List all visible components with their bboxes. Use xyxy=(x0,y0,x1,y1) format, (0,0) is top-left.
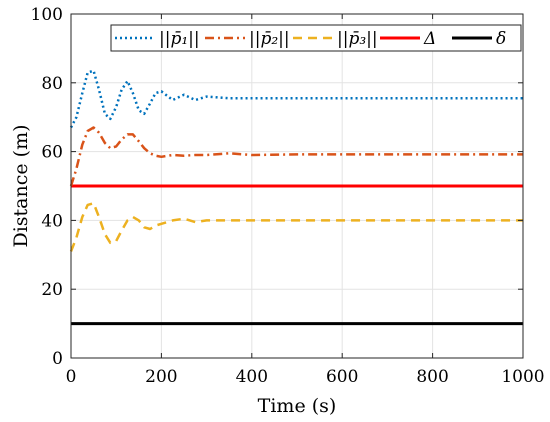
series-line-2 xyxy=(69,126,523,187)
legend-label: ||p̄₃|| xyxy=(337,29,378,49)
x-axis-label: Time (s) xyxy=(258,395,337,417)
series-line-1 xyxy=(69,69,523,129)
plot-frame xyxy=(70,13,524,359)
x-tick-label: 600 xyxy=(326,367,358,387)
y-tick-label: 0 xyxy=(52,349,63,369)
series-line-3 xyxy=(69,201,523,252)
x-tick-label: 400 xyxy=(236,367,268,387)
series-group xyxy=(69,69,523,326)
legend-label: ||p̄₂|| xyxy=(249,29,290,49)
x-tick-label: 0 xyxy=(66,367,77,387)
y-tick-label: 20 xyxy=(41,280,63,300)
x-tick-label: 800 xyxy=(416,367,448,387)
ticks: 0 200 400 600 800 1000 0 20 40 60 80 100 xyxy=(31,5,545,387)
x-tick-label: 200 xyxy=(145,367,177,387)
legend-label: ||p̄₁|| xyxy=(159,29,200,49)
y-tick-label: 60 xyxy=(41,143,63,163)
y-tick-label: 40 xyxy=(41,211,63,231)
y-axis-label: Distance (m) xyxy=(10,124,32,247)
y-tick-label: 100 xyxy=(31,5,63,25)
x-tick-label: 1000 xyxy=(501,367,544,387)
legend-label: δ xyxy=(496,29,506,49)
legend-label: Δ xyxy=(423,29,436,49)
y-tick-label: 80 xyxy=(41,74,63,94)
